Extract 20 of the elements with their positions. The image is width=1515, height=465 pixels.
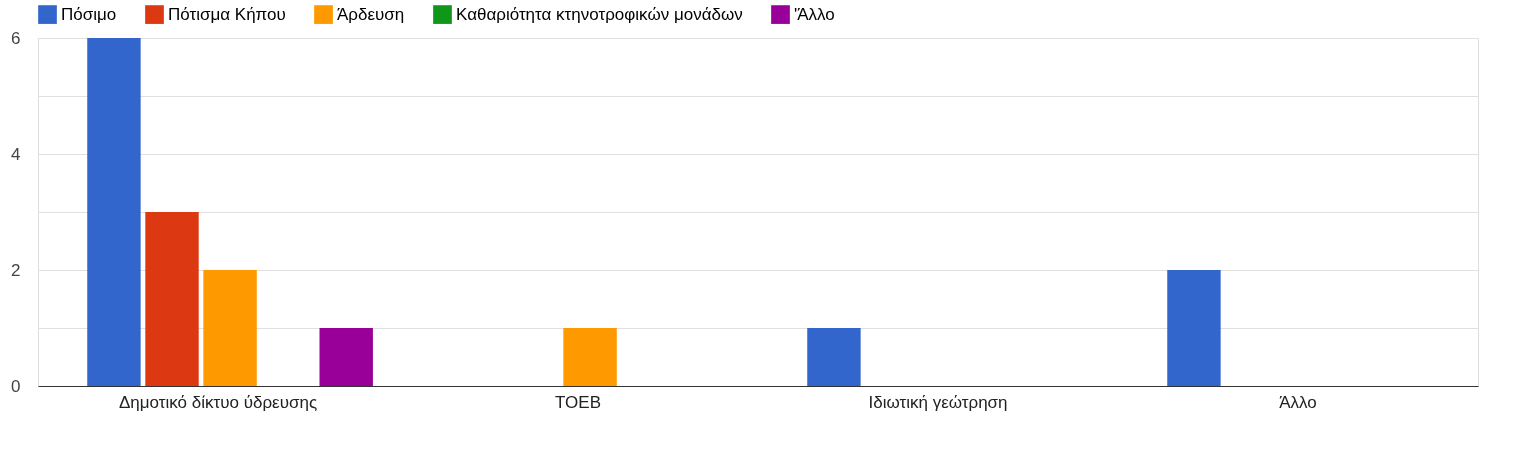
bar xyxy=(319,328,373,386)
bar xyxy=(87,38,141,386)
y-tick-label: 0 xyxy=(11,376,21,396)
y-tick-label: 6 xyxy=(11,28,21,48)
x-tick-label: Δημοτικό δίκτυο ύδρευσης xyxy=(118,392,318,412)
y-tick-label: 2 xyxy=(11,260,21,280)
legend-label: Άρδευση xyxy=(337,4,405,24)
legend-label: Πότισμα Κήπου xyxy=(168,4,286,24)
bar xyxy=(563,328,617,386)
legend-label: 'Άλλο xyxy=(794,4,835,24)
bar xyxy=(1167,270,1221,386)
bar xyxy=(807,328,861,386)
bar xyxy=(203,270,257,386)
x-tick-label: Άλλο xyxy=(1279,392,1317,412)
x-tick-label: ΤΟΕΒ xyxy=(555,392,601,412)
x-tick-label: Ιδιωτική γεώτρηση xyxy=(868,392,1008,412)
y-tick-label: 4 xyxy=(11,144,21,164)
bar xyxy=(145,212,199,386)
legend-label: Πόσιμο xyxy=(61,4,117,24)
legend-label: Καθαριότητα κτηνοτροφικών μονάδων xyxy=(456,4,743,24)
